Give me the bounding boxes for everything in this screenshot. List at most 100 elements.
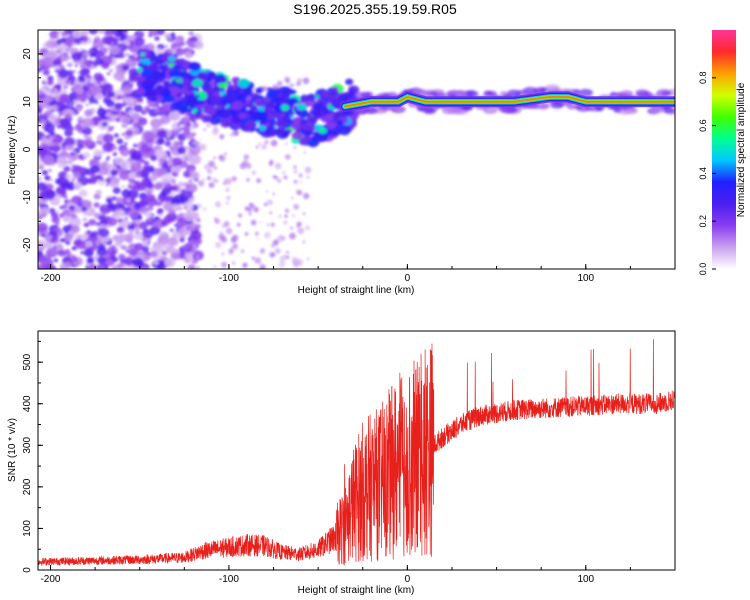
spectral-blob bbox=[102, 142, 115, 153]
spectral-blob bbox=[121, 132, 126, 137]
spectral-blob bbox=[89, 85, 101, 95]
spectral-blob bbox=[82, 151, 91, 159]
spectral-blob bbox=[70, 225, 80, 233]
spectral-blob bbox=[141, 130, 154, 141]
spectral-blob bbox=[164, 258, 176, 268]
spectral-blob bbox=[246, 178, 250, 182]
spectral-blob bbox=[78, 76, 86, 83]
spectral-blob bbox=[48, 130, 56, 137]
y-tick-label: 0 bbox=[22, 567, 33, 573]
spectral-blob bbox=[143, 69, 153, 77]
spectral-blob bbox=[142, 229, 154, 239]
spectral-blob bbox=[77, 71, 81, 74]
spectral-blob bbox=[193, 40, 204, 50]
spectral-blob bbox=[157, 208, 164, 214]
spectral-blob bbox=[99, 105, 102, 108]
spectral-blob bbox=[270, 139, 278, 147]
spectral-blob bbox=[213, 87, 219, 92]
spectral-blob bbox=[72, 30, 83, 39]
spectral-blob bbox=[192, 122, 199, 129]
spectral-blob bbox=[206, 176, 212, 181]
spectral-blob bbox=[210, 73, 216, 78]
spectral-blob bbox=[85, 103, 89, 106]
snr-panel: -200 -100 0 100 0 100 200 300 400 500 Height of … bbox=[7, 330, 676, 596]
spectral-blob bbox=[244, 98, 252, 105]
spectral-blob bbox=[202, 178, 206, 182]
spectral-blob bbox=[102, 133, 114, 143]
spectral-blob bbox=[338, 125, 351, 136]
x-tick-label: -100 bbox=[219, 273, 239, 284]
spectral-blob bbox=[265, 122, 271, 126]
spectral-blob bbox=[251, 127, 256, 131]
spectral-blob bbox=[111, 42, 114, 45]
spectral-blob bbox=[107, 217, 118, 227]
spectral-blob bbox=[159, 260, 166, 266]
spectral-blob bbox=[123, 64, 128, 68]
spectral-blob bbox=[53, 159, 58, 164]
spectral-blob bbox=[91, 125, 95, 129]
spectral-blob bbox=[177, 146, 187, 155]
spectral-blob bbox=[59, 150, 69, 158]
spectral-blob bbox=[63, 205, 67, 208]
spectral-blob bbox=[88, 75, 92, 78]
top-x-axis-label: Height of straight line (km) bbox=[298, 285, 415, 296]
spectral-blob bbox=[193, 249, 197, 253]
spectral-blob bbox=[158, 164, 162, 167]
spectral-blob bbox=[284, 208, 290, 213]
spectral-blob bbox=[189, 190, 193, 193]
spectral-blob bbox=[269, 251, 275, 258]
spectral-blob bbox=[54, 118, 60, 123]
spectral-blob bbox=[69, 217, 82, 227]
spectral-blob bbox=[177, 123, 180, 126]
spectral-blob bbox=[313, 102, 324, 111]
spectral-blob bbox=[54, 224, 58, 227]
spectral-blob bbox=[46, 39, 58, 50]
spectral-blob bbox=[89, 145, 93, 149]
spectral-blob bbox=[44, 175, 51, 181]
spectral-blob bbox=[45, 134, 51, 139]
spectral-blob bbox=[302, 77, 310, 85]
spectral-blob bbox=[38, 176, 42, 182]
spectral-blob bbox=[82, 117, 94, 128]
spectral-blob bbox=[53, 258, 59, 263]
spectral-blob bbox=[97, 30, 106, 34]
spectral-blob bbox=[522, 86, 538, 95]
spectral-blob bbox=[69, 254, 77, 261]
spectral-blob bbox=[119, 148, 130, 157]
spectral-blob bbox=[136, 67, 143, 73]
spectral-blob bbox=[263, 202, 268, 207]
spectral-blob bbox=[311, 134, 320, 141]
spectral-blob bbox=[61, 145, 67, 151]
spectral-blob bbox=[142, 241, 148, 246]
x-tick-label: -200 bbox=[40, 574, 60, 585]
spectral-blob bbox=[171, 122, 182, 131]
spectral-blob bbox=[186, 75, 196, 82]
spectral-blob bbox=[75, 239, 88, 250]
spectral-blob bbox=[141, 142, 146, 146]
spectral-blob bbox=[168, 182, 172, 186]
spectral-blob bbox=[225, 201, 229, 205]
spectral-blob bbox=[178, 189, 182, 192]
spectral-blob bbox=[126, 151, 130, 154]
spectral-blob bbox=[122, 85, 133, 95]
spectral-blob bbox=[38, 68, 42, 73]
spectral-blob bbox=[121, 122, 128, 128]
spectral-blob bbox=[66, 70, 74, 76]
spectral-blob bbox=[58, 30, 62, 33]
spectral-blob bbox=[144, 193, 156, 203]
spectral-blob bbox=[332, 86, 339, 91]
spectral-blob bbox=[80, 97, 87, 103]
spectral-blob bbox=[179, 71, 188, 78]
spectral-blob bbox=[71, 247, 76, 251]
spectral-blob bbox=[187, 178, 193, 184]
spectral-blob bbox=[132, 257, 144, 268]
spectral-blob bbox=[318, 127, 327, 134]
spectral-blob bbox=[161, 250, 167, 256]
spectral-blob bbox=[110, 178, 119, 185]
spectral-blobs bbox=[38, 30, 675, 269]
spectral-blob bbox=[156, 138, 165, 145]
spectral-blob bbox=[86, 230, 91, 234]
spectral-blob bbox=[65, 251, 72, 257]
spectral-blob bbox=[174, 248, 178, 252]
spectral-blob bbox=[662, 107, 675, 114]
